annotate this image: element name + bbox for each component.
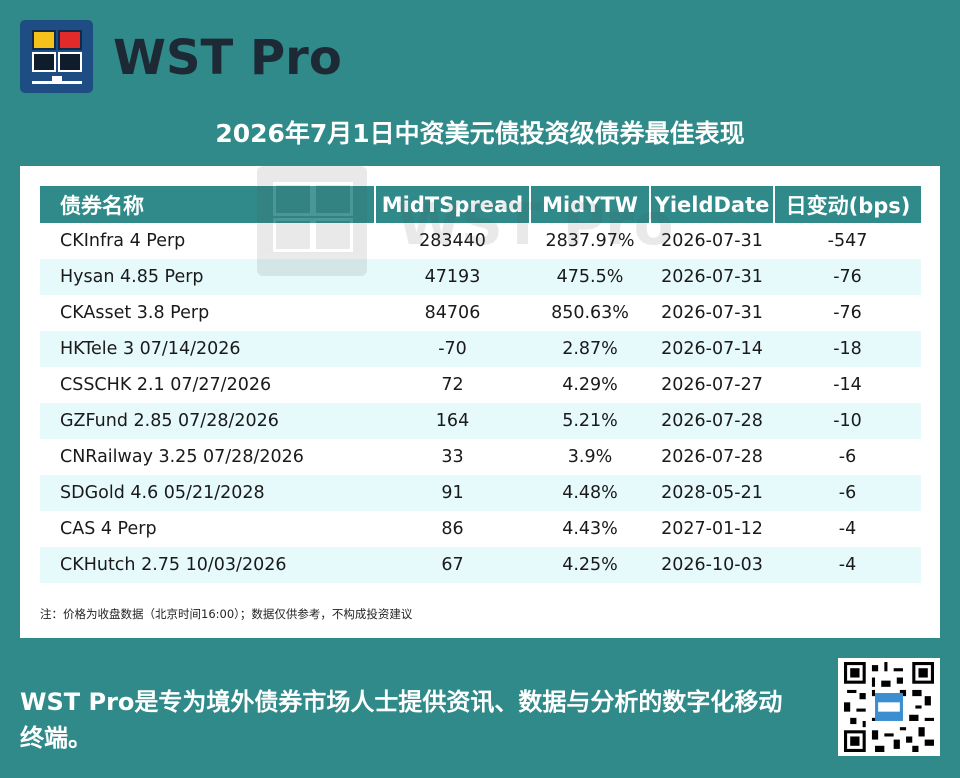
table-cell: 67 [375,547,530,583]
table-cell: SDGold 4.6 05/21/2028 [40,475,375,511]
table-cell: 2028-05-21 [650,475,774,511]
table-row: SDGold 4.6 05/21/2028 91 4.48% 2028-05-21 -6 [40,475,921,511]
table-cell: 4.25% [530,547,650,583]
table-row: GZFund 2.85 07/28/2026 164 5.21% 2026-07-28… [40,403,921,439]
table-cell: 2026-07-31 [650,259,774,295]
table-cell: 2026-10-03 [650,547,774,583]
column-header: YieldDate [650,186,775,223]
table-cell: 164 [375,403,530,439]
table-cell: 91 [375,475,530,511]
bond-table: 债券名称 MidTSpread MidYTW YieldDate 日变动(bps… [40,186,921,583]
table-cell: 33 [441,447,464,467]
table-cell: CKInfra 4 Perp [60,231,186,251]
table-card: 债券名称 MidTSpread MidYTW YieldDate 日变动(bps… [20,166,940,638]
column-header: MidYTW [530,186,651,223]
table-cell: CAS 4 Perp [60,519,157,539]
table-cell: -76 [833,303,862,323]
table-cell: 84706 [424,303,481,323]
table-cell: -4 [838,519,857,539]
disclaimer-note: 注：价格为收盘数据（北京时间16:00）；数据仅供参考，不构成投资建议 [40,607,413,621]
table-cell: 4.48% [530,475,650,511]
table-cell: 2026-07-14 [650,331,774,367]
table-cell: 72 [441,375,464,395]
table-row: CSSCHK 2.1 07/27/2026 72 4.29% 2026-07-27 -1… [40,367,921,403]
table-cell: CKHutch 2.75 10/03/2026 [40,547,375,583]
table-cell: 4.43% [562,519,618,539]
qr-code-icon [838,658,940,756]
logo [20,20,93,93]
table-cell: 2026-07-31 [661,231,763,251]
table-cell: -18 [774,331,921,367]
table-row: CNRailway 3.25 07/28/2026 33 3.9% 2026-07-2… [40,439,921,475]
column-header: 日变动(bps) [774,186,921,223]
table-cell: 2026-07-28 [661,447,763,467]
table-cell: 5.21% [530,403,650,439]
table-cell: HKTele 3 07/14/2026 [40,331,375,367]
table-cell: CKAsset 3.8 Perp [60,303,210,323]
table-cell: 850.63% [551,303,629,323]
table-row: CKInfra 4 Perp 283440 2837.97% 2026-07-31 -5… [40,223,921,259]
table-cell: -4 [774,547,921,583]
page-title: 2026年7月1日中资美元债投资级债券最佳表现 [215,119,745,148]
table-cell: 86 [441,519,464,539]
table-row: CKAsset 3.8 Perp 84706 850.63% 2026-07-31 -7… [40,295,921,331]
table-header-row: 债券名称 MidTSpread MidYTW YieldDate 日变动(bps… [40,186,921,223]
table-cell: 2.87% [530,331,650,367]
table-cell: -547 [827,231,868,251]
table-cell: 3.9% [567,447,613,467]
table-cell: GZFund 2.85 07/28/2026 [40,403,375,439]
table-cell: 2837.97% [545,231,635,251]
table-cell: -76 [774,259,921,295]
table-cell: 2026-07-28 [650,403,774,439]
table-cell: Hysan 4.85 Perp [40,259,375,295]
column-header: 债券名称 [40,186,376,223]
slogan: WST Pro是专为境外债券市场人士提供资讯、数据与分析的数字化移动终端。 [20,688,783,752]
table-cell: 2026-07-27 [661,375,763,395]
table-cell: 2026-07-31 [661,303,763,323]
table-cell: -70 [375,331,530,367]
table-cell: 2027-01-12 [661,519,763,539]
table-cell: -14 [833,375,862,395]
table-cell: 4.29% [562,375,618,395]
table-cell: 47193 [375,259,530,295]
table-row: HKTele 3 07/14/2026 -70 2.87% 2026-07-14 -18 [40,331,921,367]
table-row: CAS 4 Perp 86 4.43% 2027-01-12 -4 [40,511,921,547]
brand-name: WST Pro [113,30,342,86]
watermark-text: WST Pro [397,190,674,258]
table-cell: 283440 [419,231,486,251]
table-cell: -6 [774,475,921,511]
table-cell: CNRailway 3.25 07/28/2026 [60,447,304,467]
table-row: Hysan 4.85 Perp 47193 475.5% 2026-07-31 -76 [40,259,921,295]
column-header: MidTSpread [375,186,531,223]
table-cell: CSSCHK 2.1 07/27/2026 [60,375,272,395]
table-row: CKHutch 2.75 10/03/2026 67 4.25% 2026-10-03… [40,547,921,583]
table-cell: -6 [838,447,857,467]
table-cell: -10 [774,403,921,439]
table-cell: 475.5% [530,259,650,295]
